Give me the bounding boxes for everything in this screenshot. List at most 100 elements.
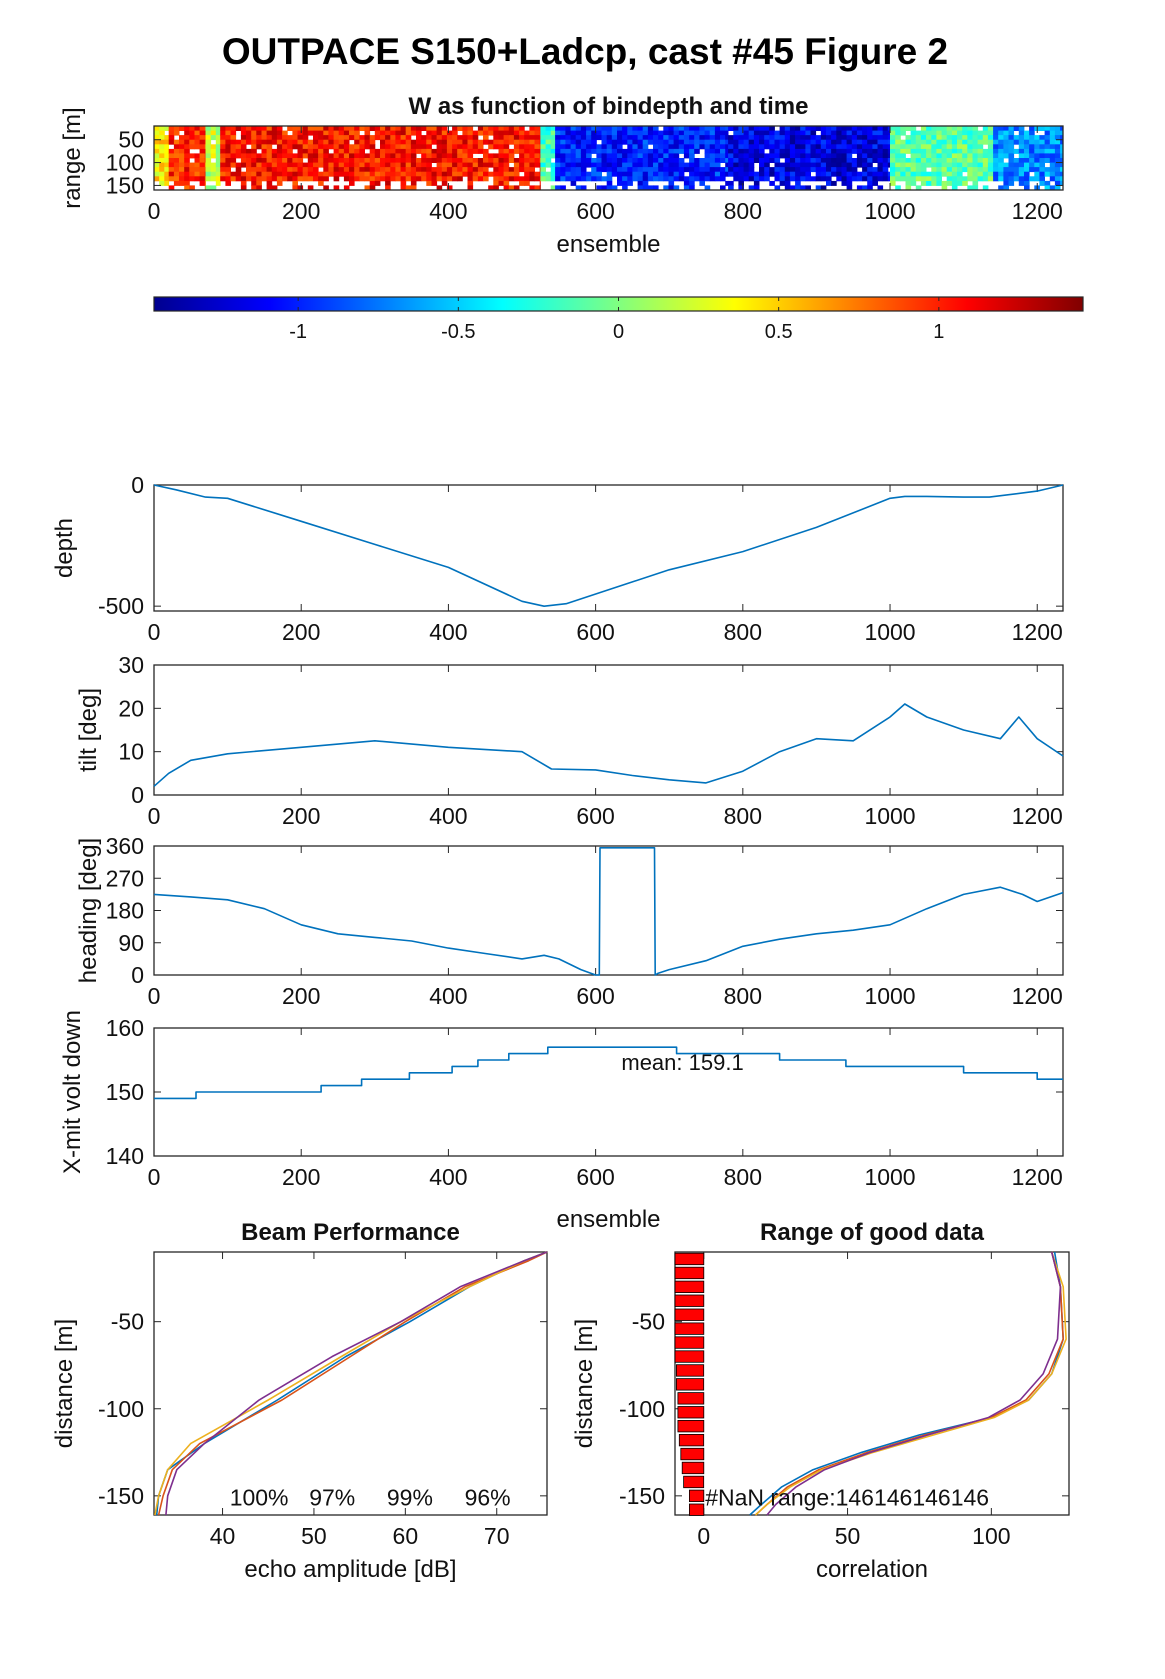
w-image-cell [307, 126, 314, 131]
w-image-cell [606, 171, 613, 177]
w-image-cell [936, 130, 942, 136]
w-image-cell [380, 153, 386, 159]
w-image-cell [575, 158, 582, 163]
w-image-cell [759, 153, 765, 159]
w-image-cell [555, 162, 561, 168]
w-image-cell [784, 180, 791, 186]
w-image-cell [282, 144, 288, 150]
w-image-cell [709, 171, 716, 177]
w-image-cell [421, 126, 427, 131]
w-image-cell [882, 167, 889, 173]
w-image-cell [627, 153, 633, 159]
w-image-cell [596, 185, 602, 191]
beam_performance-xlabel: echo amplitude [dB] [244, 1556, 456, 1583]
w-image-cell [820, 185, 827, 191]
w-image-cell [441, 180, 448, 186]
w-image-cell [658, 135, 664, 141]
w-image-cell [446, 148, 453, 154]
w-image-cell [936, 126, 942, 131]
w-image-cell [179, 158, 185, 163]
w-image-cell [524, 130, 530, 136]
w-image-cell [364, 144, 371, 150]
w-image-cell [728, 126, 734, 131]
w-image-cell [748, 126, 755, 131]
w-image-cell [400, 185, 407, 191]
w-image-cell [678, 162, 685, 168]
w-image-cell [882, 135, 889, 141]
w-image-cell [642, 185, 649, 191]
w-image-cell [343, 135, 350, 141]
w-image-cell [1054, 171, 1061, 177]
w-image-cell [1029, 135, 1035, 141]
heading-xtick-label: 1200 [1012, 983, 1063, 1009]
w-image-cell [851, 162, 858, 168]
w-image-cell [359, 162, 365, 168]
w-image-cell [1044, 167, 1051, 173]
w-image-cell [550, 144, 556, 150]
w-image-cell [993, 162, 999, 168]
figure-title: OUTPACE S150+Ladcp, cast #45 Figure 2 [222, 31, 948, 72]
w-image-cell [168, 153, 175, 159]
w-image-cell [545, 130, 552, 136]
w-image-cell [467, 130, 474, 136]
depth-ytick-label: 0 [131, 472, 144, 498]
w-image-cell [297, 158, 304, 163]
w-image-cell [343, 130, 350, 136]
w-image-cell [982, 130, 989, 136]
w-image-cell [1054, 144, 1061, 150]
good-data-bar [678, 1434, 705, 1447]
w-image-cell [400, 135, 407, 141]
w-image-cell [529, 176, 535, 182]
w-image-cell [668, 135, 675, 141]
w-image-cell [230, 162, 237, 168]
w-image-cell [328, 130, 334, 136]
w-image-cell [642, 162, 649, 168]
w-image-cell [617, 135, 623, 141]
w-image-cell [982, 135, 989, 141]
w-image-cell [851, 139, 858, 145]
w-image-cell [194, 144, 201, 150]
w-image-cell [826, 162, 832, 168]
w-image-cell [261, 126, 268, 131]
w-image-cell [820, 162, 827, 168]
w-image-cell [591, 162, 597, 168]
w-image-cell [982, 139, 989, 145]
w-image-cell [230, 139, 237, 145]
w-image-cell [709, 162, 716, 168]
w-image-cell [601, 185, 608, 191]
w-image-cell [663, 153, 669, 159]
w-image-cell [743, 162, 750, 168]
w-image-cell [622, 162, 628, 168]
w-image-cell [508, 171, 515, 177]
w-image-cell [617, 144, 623, 150]
w-image-cell [1044, 171, 1051, 177]
w-image-cell [936, 153, 942, 159]
w-image-cell [580, 139, 587, 145]
w-image-cell [936, 139, 942, 145]
w-image-cell [1013, 167, 1020, 173]
w-image-cell [836, 148, 842, 154]
w-image-cell [555, 158, 561, 163]
w-image-cell [967, 144, 973, 150]
w-image-cell [678, 158, 685, 163]
w-image-cell [261, 130, 268, 136]
w-image-cell [673, 126, 680, 131]
w-image-cell [282, 153, 288, 159]
w-image-cell [1054, 153, 1061, 159]
w-image-cell [915, 171, 922, 177]
w-image-cell [179, 180, 185, 186]
w-image-cell [215, 135, 221, 141]
w-image-cell [725, 130, 729, 136]
w-image-cell [1060, 126, 1064, 131]
w-image-cell [307, 148, 314, 154]
w-image-cell [931, 135, 937, 141]
w-image-cell [204, 180, 206, 186]
w-image-cell [977, 171, 984, 177]
w-image-cell [323, 144, 329, 150]
w-image-cell [647, 171, 654, 177]
w-image-cell [210, 162, 217, 168]
w-image-cell [946, 158, 953, 163]
w-image-cell [477, 130, 484, 136]
w-image-cell [972, 153, 979, 159]
w-image-cell [539, 148, 541, 154]
